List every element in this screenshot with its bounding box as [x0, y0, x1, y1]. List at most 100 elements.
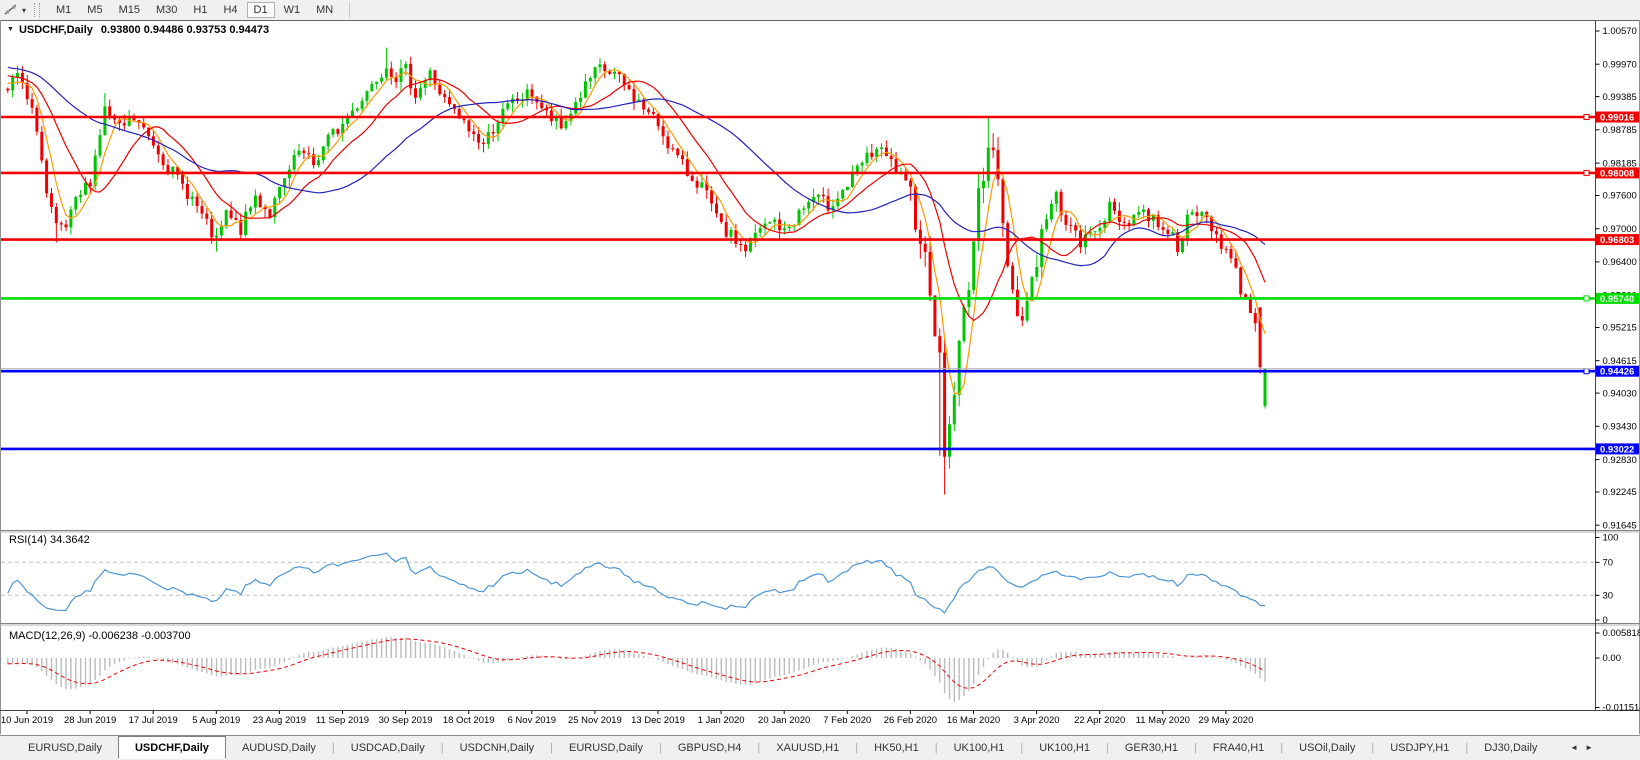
svg-text:1.00570: 1.00570 — [1603, 26, 1637, 37]
timeframe-toolbar: ▾ M1 M5 M15 M30 H1 H4 D1 W1 MN — [0, 0, 1640, 20]
price-line-handle — [1583, 295, 1590, 302]
svg-text:0.93430: 0.93430 — [1603, 422, 1637, 433]
timeframe-buttons: M1 M5 M15 M30 H1 H4 D1 W1 MN — [48, 2, 341, 18]
svg-text:30: 30 — [1603, 591, 1614, 602]
svg-text:0.99970: 0.99970 — [1603, 59, 1637, 70]
svg-text:3 Apr 2020: 3 Apr 2020 — [1014, 715, 1060, 726]
svg-text:0.99385: 0.99385 — [1603, 92, 1637, 103]
chart-tab-bar: ◄► EURUSD,Daily USDCHF,Daily AUDUSD,Daily |… — [0, 735, 1640, 759]
tab-scroll-right-icon[interactable]: ► — [1585, 743, 1600, 752]
timeframe-button-M15[interactable]: M15 — [118, 4, 140, 16]
tab-separator: | — [658, 741, 662, 754]
svg-text:0.96803: 0.96803 — [1600, 235, 1634, 246]
macd-axis: 0.005818 0.00 -0.011514 — [1595, 628, 1640, 714]
svg-text:22 Apr 2020: 22 Apr 2020 — [1074, 715, 1125, 726]
line-studies-tool[interactable]: ▾ — [3, 3, 26, 17]
price-badge — [1596, 167, 1639, 179]
svg-text:0.97600: 0.97600 — [1603, 191, 1637, 202]
tab-scroll-left-icon[interactable]: ◄ — [1570, 743, 1586, 752]
svg-text:0.97000: 0.97000 — [1603, 224, 1637, 235]
timeframe-button-D1[interactable]: D1 — [246, 2, 275, 18]
timeframe-button-M5[interactable]: M5 — [87, 4, 103, 16]
timeframe-button-H1[interactable]: H1 — [193, 4, 208, 16]
tab-separator: | — [855, 741, 859, 754]
svg-text:18 Oct 2019: 18 Oct 2019 — [443, 715, 495, 726]
rsi-axis: 100 70 30 0 — [1595, 533, 1619, 626]
timeframe-button-W1[interactable]: W1 — [283, 4, 301, 16]
svg-text:0.98008: 0.98008 — [1600, 168, 1634, 179]
svg-text:0.96400: 0.96400 — [1603, 257, 1637, 268]
chart-tab-UK100-H1[interactable]: UK100,H1 — [953, 741, 1005, 754]
price-badge — [1596, 443, 1639, 455]
chart-tab-XAUUSD-H1[interactable]: XAUUSD,H1 — [776, 741, 840, 754]
tab-scroll-arrows[interactable]: ◄► — [1570, 743, 1600, 752]
svg-text:25 Nov 2019: 25 Nov 2019 — [568, 715, 622, 726]
chart-tab-EURUSD-Daily[interactable]: EURUSD,Daily — [569, 741, 643, 754]
svg-text:20 Jan 2020: 20 Jan 2020 — [758, 715, 810, 726]
tab-separator: | — [550, 741, 554, 754]
chart-title-ohlc: 0.93800 0.94486 0.93753 0.94473 — [100, 24, 270, 36]
svg-text:0.99016: 0.99016 — [1600, 112, 1634, 123]
svg-text:7 Feb 2020: 7 Feb 2020 — [823, 715, 871, 726]
tab-separator: | — [1194, 741, 1197, 754]
moving-average-34 — [7, 66, 1266, 267]
chart-tab-DJ30-Daily[interactable]: DJ30,Daily — [1484, 741, 1538, 754]
moving-average-5 — [7, 69, 1266, 395]
chart-title: ▼ USDCHF,Daily 0.93800 0.94486 0.93753 0.9… — [7, 24, 269, 36]
line-studies-icon — [4, 4, 17, 15]
svg-text:13 Dec 2019: 13 Dec 2019 — [631, 715, 685, 726]
chart-tab-GBPUSD-H4[interactable]: GBPUSD,H4 — [677, 741, 742, 754]
svg-text:0.91645: 0.91645 — [1603, 520, 1637, 531]
svg-text:0.95215: 0.95215 — [1603, 323, 1637, 334]
timeframe-button-MN[interactable]: MN — [316, 4, 334, 16]
svg-text:0.00: 0.00 — [1603, 653, 1622, 664]
panel-borders — [0, 20, 1640, 734]
price-badge — [1596, 111, 1639, 123]
chart-tab-USDCAD-Daily[interactable]: USDCAD,Daily — [350, 741, 425, 754]
toolbar-grip[interactable] — [34, 3, 41, 17]
svg-text:1 Jan 2020: 1 Jan 2020 — [698, 715, 745, 726]
price-line-handle — [1583, 368, 1590, 375]
timeframe-button-M1[interactable]: M1 — [56, 4, 72, 16]
chart-tab-USOil-Daily[interactable]: USOil,Daily — [1299, 741, 1356, 754]
rsi-line — [7, 552, 1266, 614]
chart-tab-AUDUSD-Daily[interactable]: AUDUSD,Daily — [241, 741, 316, 754]
tab-separator: | — [331, 741, 335, 754]
macd-panel — [7, 637, 1266, 702]
svg-text:28 Jun 2019: 28 Jun 2019 — [64, 715, 116, 726]
svg-text:0.93022: 0.93022 — [1600, 444, 1634, 455]
timeframe-button-H4[interactable]: H4 — [223, 4, 238, 16]
tab-separator: | — [1106, 741, 1109, 754]
date-axis[interactable]: 10 Jun 2019 28 Jun 2019 17 Jul 2019 5 Aug 2… — [1, 711, 1254, 726]
chart-window: 1.00570 0.99970 0.99385 0.98785 0.98185 0.976… — [0, 20, 1640, 735]
svg-text:0.94426: 0.94426 — [1600, 367, 1634, 378]
svg-text:10 Jun 2019: 10 Jun 2019 — [1, 715, 53, 726]
chart-tab-EURUSD-Daily[interactable]: EURUSD,Daily — [28, 741, 102, 754]
tab-separator: | — [440, 741, 444, 754]
rsi-label: RSI(14) 34.3642 — [9, 534, 90, 546]
price-axis[interactable]: 1.00570 0.99970 0.99385 0.98785 0.98185 0.976… — [1595, 26, 1640, 531]
chart-tab-UK100-H1[interactable]: UK100,H1 — [1039, 741, 1090, 754]
chart-tab-USDCHF-Daily[interactable]: USDCHF,Daily — [117, 736, 226, 759]
price-chart-canvas[interactable]: 1.00570 0.99970 0.99385 0.98785 0.98185 0.976… — [0, 20, 1640, 735]
horizontal-price-lines[interactable] — [1, 114, 1596, 451]
svg-text:26 Feb 2020: 26 Feb 2020 — [884, 715, 937, 726]
svg-text:100: 100 — [1603, 533, 1619, 544]
chart-tab-USDJPY-H1[interactable]: USDJPY,H1 — [1390, 741, 1450, 754]
svg-text:0.94615: 0.94615 — [1603, 356, 1637, 367]
tab-separator: | — [1020, 741, 1024, 754]
chart-tab-GER30-H1[interactable]: GER30,H1 — [1124, 741, 1179, 754]
svg-text:70: 70 — [1603, 558, 1614, 569]
symbol-dropdown-icon[interactable]: ▼ — [7, 26, 14, 33]
chart-tab-HK50-H1[interactable]: HK50,H1 — [874, 741, 919, 754]
timeframe-button-M30[interactable]: M30 — [155, 4, 178, 16]
chart-tab-FRA40-H1[interactable]: FRA40,H1 — [1212, 741, 1265, 754]
tab-separator: | — [1371, 741, 1375, 754]
chevron-down-icon: ▾ — [22, 5, 27, 15]
price-badge — [1596, 292, 1639, 304]
svg-text:0.94030: 0.94030 — [1603, 388, 1637, 399]
chart-tab-USDCNH-Daily[interactable]: USDCNH,Daily — [459, 741, 535, 754]
svg-text:0.92245: 0.92245 — [1603, 487, 1637, 498]
svg-text:6 Nov 2019: 6 Nov 2019 — [508, 715, 557, 726]
svg-text:0.005818: 0.005818 — [1603, 628, 1640, 639]
